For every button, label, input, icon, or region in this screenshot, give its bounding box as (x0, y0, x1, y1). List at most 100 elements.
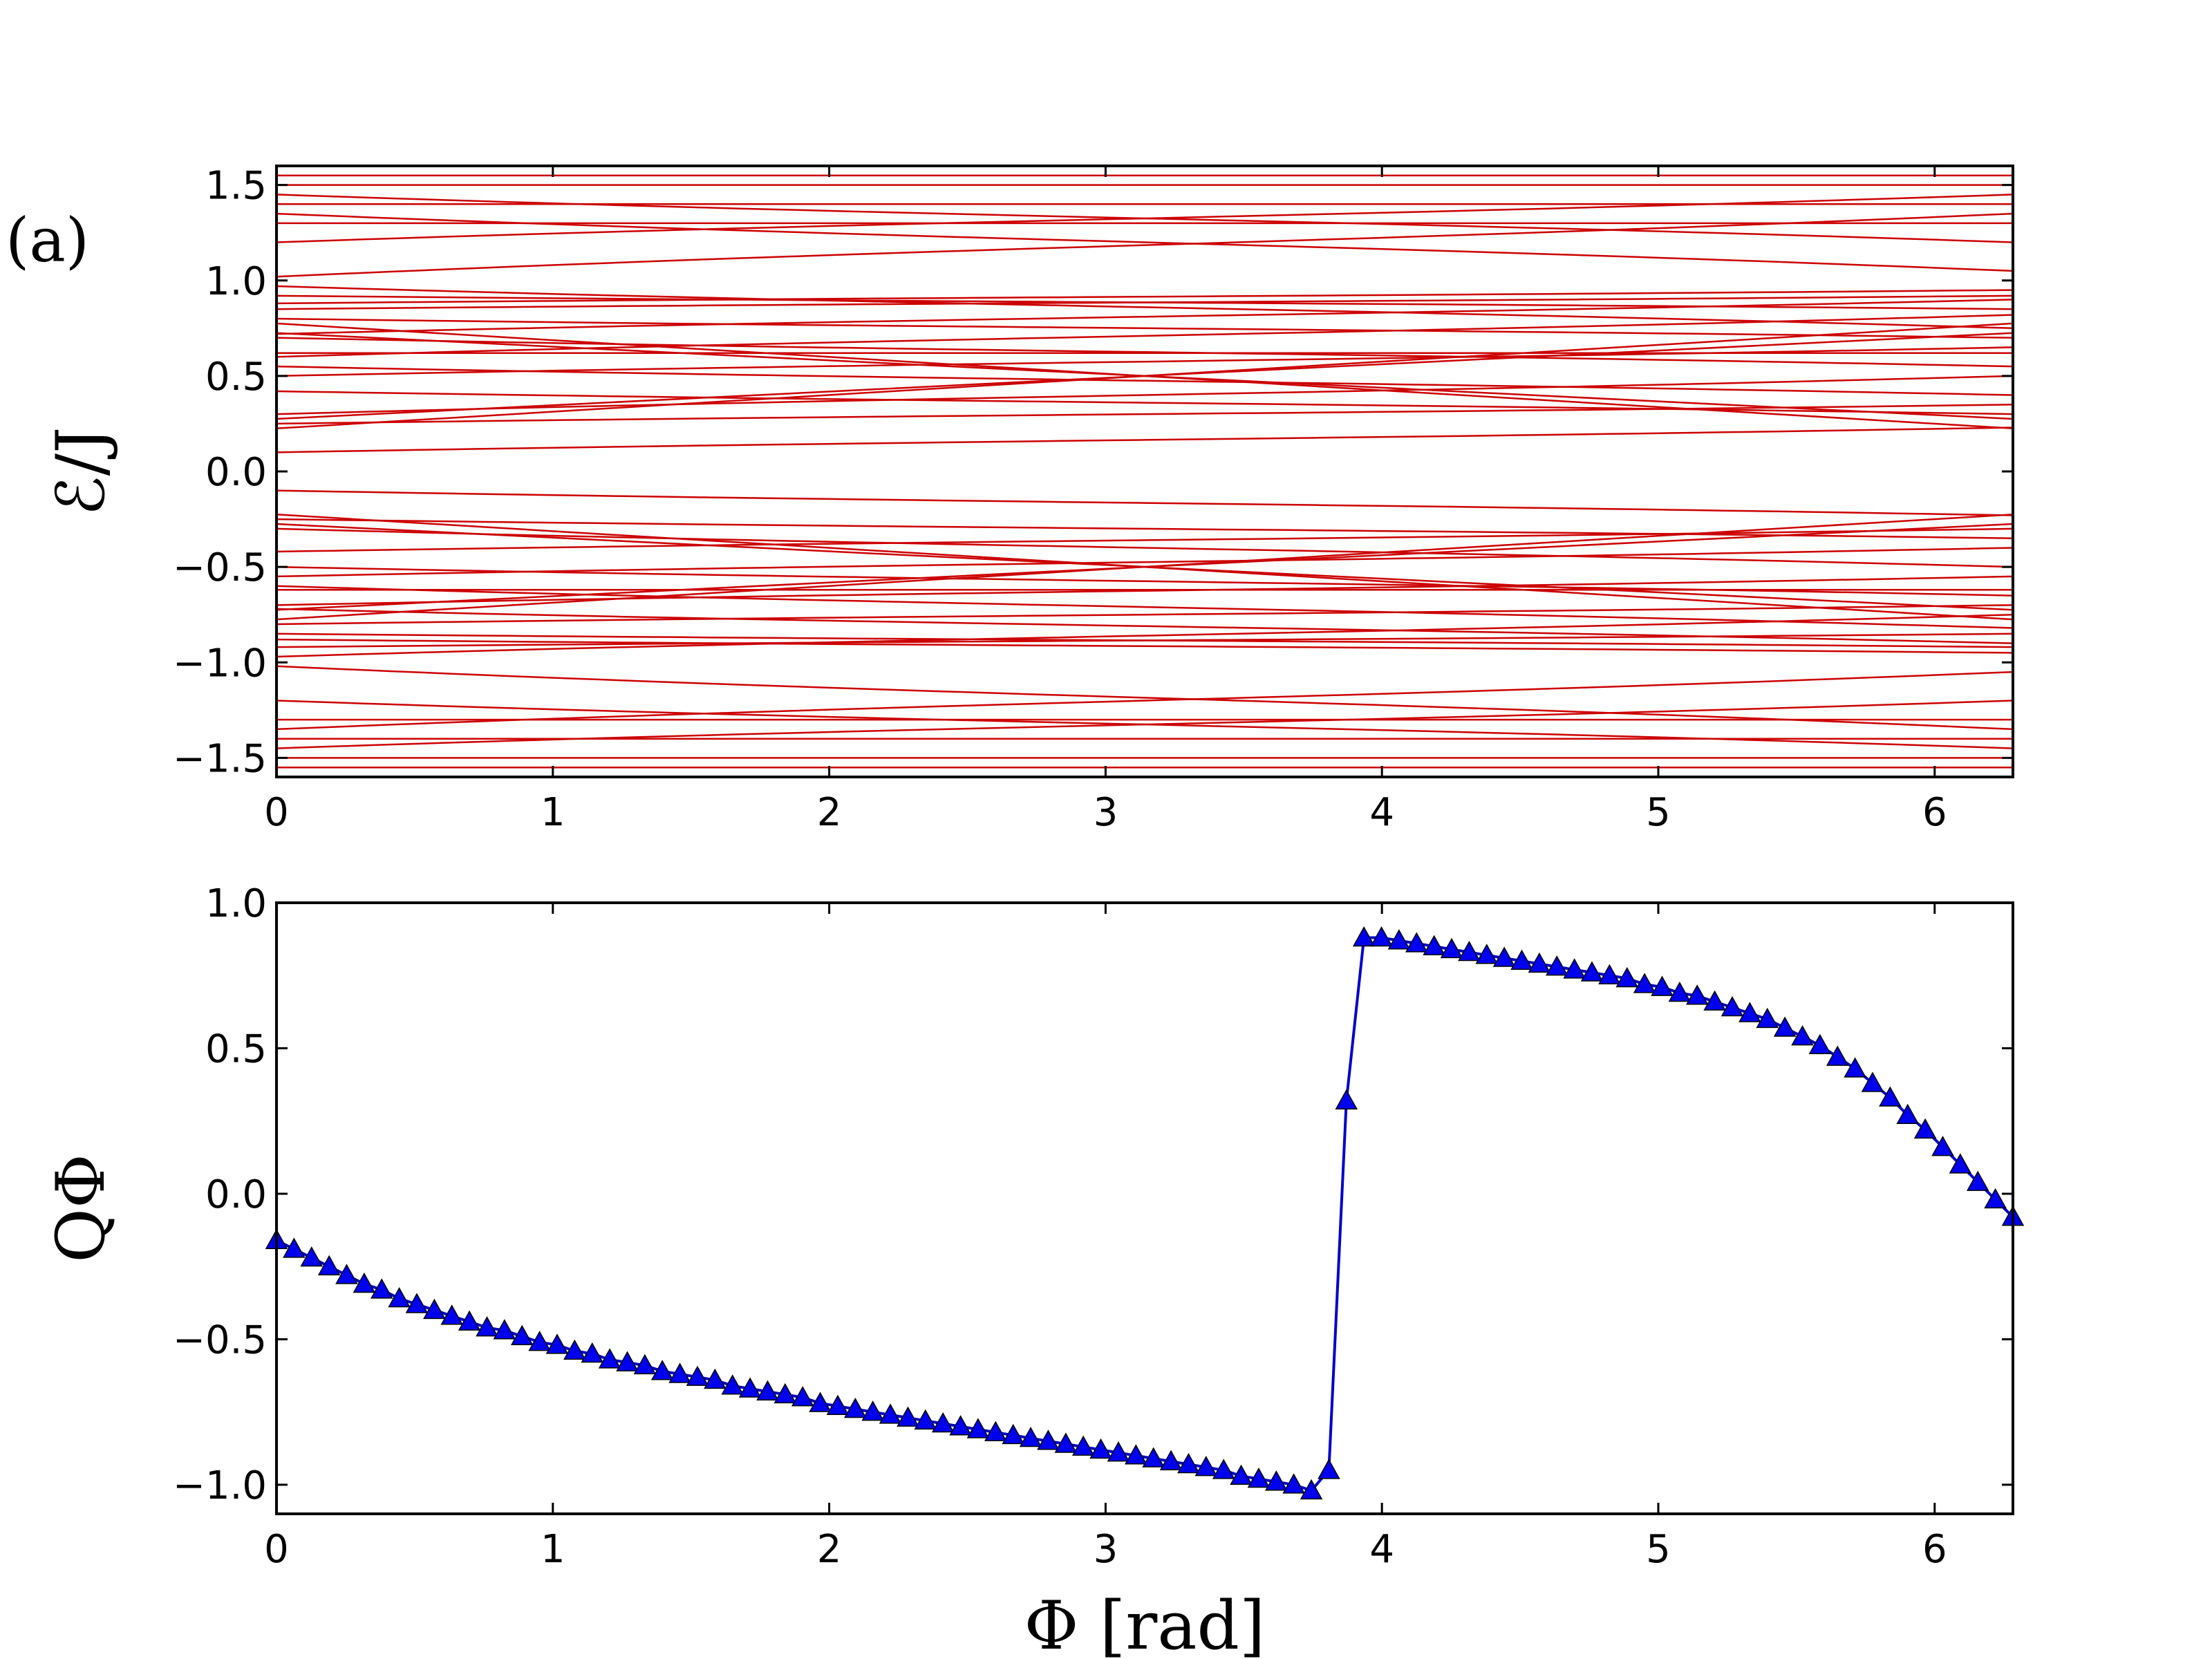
q-phi-marker (1212, 1459, 1235, 1479)
q-phi-marker (931, 1412, 955, 1433)
q-phi-marker (949, 1415, 972, 1436)
q-phi-marker (1896, 1103, 1920, 1125)
q-phi-marker (1194, 1456, 1218, 1477)
energy-band-curve (276, 365, 2014, 396)
q-phi-marker (1738, 1002, 1761, 1022)
energy-band-curve (276, 700, 2014, 749)
q-phi-marker (563, 1339, 586, 1360)
energy-band-curve (276, 285, 2014, 330)
energy-cross-curve (276, 322, 2014, 430)
q-phi-marker (283, 1237, 306, 1258)
q-phi-marker (1826, 1045, 1849, 1066)
q-phi-marker (650, 1360, 674, 1380)
q-phi-marker (1335, 1089, 1358, 1109)
energy-band-curve (276, 632, 2014, 648)
q-phi-marker (1913, 1118, 1937, 1139)
top-xtick-label: 6 (1922, 790, 1947, 835)
q-phi-marker (528, 1331, 551, 1351)
energy-band-curve (276, 289, 2014, 305)
q-phi-marker (668, 1362, 691, 1383)
q-phi-marker (317, 1255, 341, 1275)
q-phi-marker (914, 1409, 937, 1430)
top-axes-frame (275, 165, 2014, 778)
q-phi-marker (1054, 1432, 1078, 1453)
energy-band-curve (276, 565, 2014, 597)
q-phi-marker (1879, 1086, 1902, 1107)
q-phi-marker (335, 1264, 358, 1284)
energy-band-curve (276, 212, 2014, 272)
bottom-ytick-label: 0.0 (205, 1172, 267, 1217)
q-phi-marker (440, 1304, 463, 1325)
q-phi-marker (616, 1351, 639, 1371)
q-phi-marker (581, 1342, 604, 1363)
top-ytick-label: −0.5 (173, 545, 267, 590)
top-xtick-label: 0 (264, 790, 289, 835)
energy-band-curve (276, 404, 2014, 425)
top-ytick-label: 0.5 (205, 355, 267, 400)
top-panel: 0 1 2 3 4 5 6 −1.5 −1.0 −0.5 0.0 0.5 1.0 1.5 ℰ/J (42, 164, 2014, 835)
bottom-xtick-label: 5 (1646, 1527, 1671, 1572)
top-ytick-label: 0.0 (205, 450, 267, 495)
energy-band-curve (276, 518, 2014, 539)
q-phi-marker (738, 1377, 762, 1398)
top-ytick-label: 1.5 (205, 164, 267, 209)
panel-tag: (a) (6, 205, 89, 276)
top-xtick-label: 1 (541, 790, 565, 835)
q-phi-marker (493, 1319, 516, 1340)
q-phi-marker (1265, 1470, 1288, 1491)
q-phi-marker (1458, 941, 1481, 962)
q-phi-marker (1773, 1016, 1797, 1037)
q-phi-marker (1352, 926, 1376, 947)
q-phi-marker (1475, 944, 1499, 964)
q-phi-marker (1756, 1007, 1779, 1029)
q-phi-marker (388, 1286, 411, 1308)
q-phi-marker (1019, 1427, 1042, 1447)
q-phi-line (276, 936, 2014, 1492)
q-phi-marker (1598, 964, 1621, 984)
q-phi-marker (633, 1353, 657, 1375)
q-phi-marker (1071, 1435, 1095, 1456)
top-xticks: 0 1 2 3 4 5 6 (264, 166, 1947, 835)
q-phi-marker (984, 1421, 1007, 1441)
top-yticks: −1.5 −1.0 −0.5 0.0 0.5 1.0 1.5 (173, 164, 2013, 781)
energy-band-curve (276, 294, 2014, 310)
energy-cross-curve (276, 513, 2014, 621)
q-phi-marker (1318, 1459, 1340, 1479)
energy-band-curve (276, 604, 2014, 626)
q-phi-marker (897, 1406, 919, 1427)
q-phi-marker (1563, 958, 1586, 979)
bottom-ylabel: QΦ (42, 1154, 120, 1262)
q-phi-marker (510, 1324, 534, 1345)
q-phi-marker (1966, 1170, 1989, 1191)
q-phi-marker (1615, 966, 1639, 988)
q-phi-marker (1651, 975, 1674, 996)
q-phi-marker (1685, 984, 1709, 1005)
q-phi-marker (1721, 995, 1744, 1017)
q-phi-marker (423, 1298, 446, 1320)
q-phi-marker (1861, 1071, 1884, 1092)
bottom-xlabel: Φ [rad] (1024, 1587, 1266, 1659)
energy-band-curve (276, 194, 2014, 243)
q-phi-marker (966, 1418, 990, 1438)
top-xtick-label: 4 (1369, 790, 1394, 835)
q-phi-marker (1002, 1423, 1024, 1445)
q-phi-marker (1037, 1430, 1060, 1450)
top-xtick-label: 2 (817, 790, 842, 835)
q-phi-marker (1142, 1447, 1165, 1468)
q-phi-marker (686, 1365, 709, 1386)
q-phi-marker (704, 1368, 727, 1389)
bottom-xtick-label: 3 (1094, 1527, 1118, 1572)
energy-band-curve (276, 585, 2014, 629)
q-phi-marker (791, 1386, 814, 1407)
q-phi-marker (405, 1293, 429, 1313)
energy-band-curve (276, 547, 2014, 578)
bottom-ytick-label: −0.5 (173, 1318, 267, 1362)
q-phi-marker (545, 1333, 569, 1354)
top-xtick-label: 5 (1646, 790, 1671, 835)
q-phi-marker (458, 1310, 481, 1331)
bottom-axes-frame (275, 901, 2014, 1515)
top-ytick-label: −1.0 (173, 641, 267, 686)
energy-band-curve (276, 638, 2014, 654)
energy-band-curve (276, 346, 2014, 377)
q-phi-marker (1545, 955, 1568, 976)
